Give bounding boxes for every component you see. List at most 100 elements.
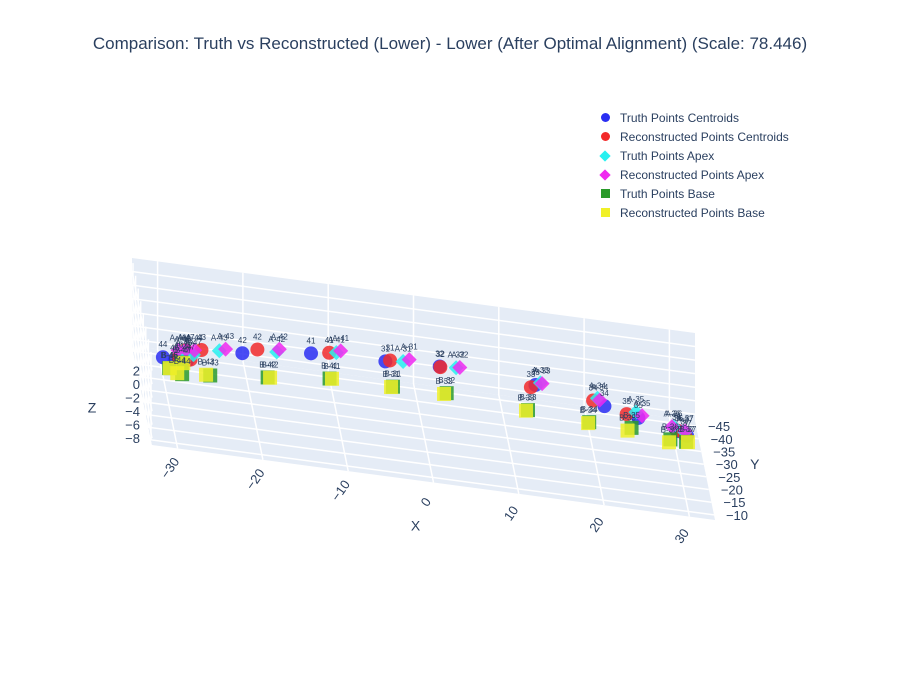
point-label: B-34 xyxy=(581,405,598,414)
point-label: A-44 xyxy=(174,335,191,344)
marker-42[interactable] xyxy=(235,346,250,361)
point-label: 34 xyxy=(589,384,598,393)
legend-swatch xyxy=(590,113,620,122)
marker-B-34[interactable] xyxy=(581,416,596,431)
grid-line-z xyxy=(131,311,696,412)
point-label: B-37 xyxy=(678,425,695,434)
marker-A-43[interactable] xyxy=(218,341,234,357)
y-tick-label: −45 xyxy=(708,419,730,434)
legend-swatch xyxy=(590,149,620,162)
point-label: B-36 xyxy=(662,422,679,431)
marker-B-41[interactable] xyxy=(324,371,339,386)
point-label: 42 xyxy=(238,336,247,345)
marker-A-35[interactable] xyxy=(634,408,650,424)
marker-B-43[interactable] xyxy=(199,367,214,382)
grid-line-x xyxy=(242,272,264,460)
legend-swatch xyxy=(590,168,620,181)
point-label: 32 xyxy=(435,349,444,358)
marker-A-32[interactable] xyxy=(452,360,468,375)
legend-label: Truth Points Centroids xyxy=(620,110,739,125)
point-label: 33 xyxy=(526,370,535,379)
marker-A-46[interactable] xyxy=(170,342,186,358)
point-label: 37 xyxy=(683,419,692,428)
grid-line-x xyxy=(412,295,435,483)
z-tick-label: −2 xyxy=(125,391,140,406)
marker-B-31[interactable] xyxy=(384,380,399,395)
point-label: A-33 xyxy=(532,366,549,375)
legend-item[interactable]: Reconstructed Points Base xyxy=(590,203,789,222)
marker-B-44[interactable] xyxy=(170,366,185,381)
point-label: A-32 xyxy=(448,351,465,360)
point-label: 33 xyxy=(531,368,540,377)
x-tick-label: 30 xyxy=(671,526,692,546)
x-tick-label: 20 xyxy=(586,514,607,534)
z-tick-label: −4 xyxy=(125,404,140,419)
grid-line-x xyxy=(498,306,520,495)
series-reconstructed-points-apex xyxy=(170,341,693,439)
marker-A-41[interactable] xyxy=(333,343,349,359)
point-label: A-42 xyxy=(268,335,285,344)
legend-label: Reconstructed Points Apex xyxy=(620,167,765,182)
point-label: B-35 xyxy=(623,411,640,420)
legend[interactable]: Truth Points Centroids Reconstructed Poin… xyxy=(590,108,789,222)
point-label: A-42 xyxy=(271,332,288,341)
grid-line-z xyxy=(131,284,696,385)
point-label: 46 xyxy=(174,341,183,350)
legend-item[interactable]: Reconstructed Points Centroids xyxy=(590,127,789,146)
legend-swatch xyxy=(590,208,620,217)
marker-42[interactable] xyxy=(250,342,265,357)
legend-item[interactable]: Truth Points Centroids xyxy=(590,108,789,127)
point-label: A-37 xyxy=(677,414,694,423)
legend-item[interactable]: Truth Points Base xyxy=(590,184,789,203)
point-label: B-31 xyxy=(383,370,400,379)
point-label: B-43 xyxy=(198,358,215,367)
legend-label: Reconstructed Points Base xyxy=(620,205,765,220)
point-label: A-35 xyxy=(627,395,644,404)
grid-line-z xyxy=(131,297,696,398)
diamond-marker-icon xyxy=(599,168,611,181)
marker-A-34[interactable] xyxy=(592,392,608,408)
marker-A-33[interactable] xyxy=(534,376,550,392)
point-label: A-34 xyxy=(591,383,608,392)
marker-44[interactable] xyxy=(155,350,170,365)
marker-41[interactable] xyxy=(304,346,319,361)
x-tick-label: −30 xyxy=(157,454,182,481)
marker-B-36[interactable] xyxy=(662,435,677,450)
square-marker-icon xyxy=(600,208,610,217)
point-label: B-46 xyxy=(161,351,178,360)
marker-B-32[interactable] xyxy=(437,386,452,401)
point-label: 42 xyxy=(253,333,262,342)
marker-B-42[interactable] xyxy=(263,370,278,385)
point-label: B-41 xyxy=(324,362,341,371)
marker-A-42[interactable] xyxy=(271,341,287,357)
point-label: 35 xyxy=(634,401,643,410)
point-label: B-36 xyxy=(661,425,678,434)
marker-31[interactable] xyxy=(383,353,398,368)
marker-A-36[interactable] xyxy=(664,419,680,435)
marker-A-31[interactable] xyxy=(401,352,417,368)
legend-item[interactable]: Truth Points Apex xyxy=(590,146,789,165)
point-label: 35 xyxy=(622,397,631,406)
marker-B-33[interactable] xyxy=(519,403,534,418)
point-label: 32 xyxy=(436,350,445,359)
point-label: B-41 xyxy=(321,362,338,371)
z-axis-title: Z xyxy=(88,399,97,415)
scene-grid xyxy=(131,261,715,517)
grid-line-z xyxy=(131,338,696,439)
marker-A-44[interactable] xyxy=(187,342,203,358)
point-label: A-36 xyxy=(663,410,680,419)
y-axis-title: Y xyxy=(750,456,760,472)
marker-B-37[interactable] xyxy=(680,435,695,450)
point-label: A-46 xyxy=(170,333,187,342)
point-label: B-33 xyxy=(518,394,535,403)
data-markers xyxy=(155,341,695,450)
y-tick-label: −25 xyxy=(718,470,740,485)
diamond-marker-icon xyxy=(599,149,611,162)
marker-B-35[interactable] xyxy=(620,423,635,438)
legend-item[interactable]: Reconstructed Points Apex xyxy=(590,165,789,184)
marker-A-37[interactable] xyxy=(677,423,693,439)
marker-A-47[interactable] xyxy=(178,342,194,358)
marker-32[interactable] xyxy=(433,360,448,375)
point-label: 36 xyxy=(674,414,683,423)
